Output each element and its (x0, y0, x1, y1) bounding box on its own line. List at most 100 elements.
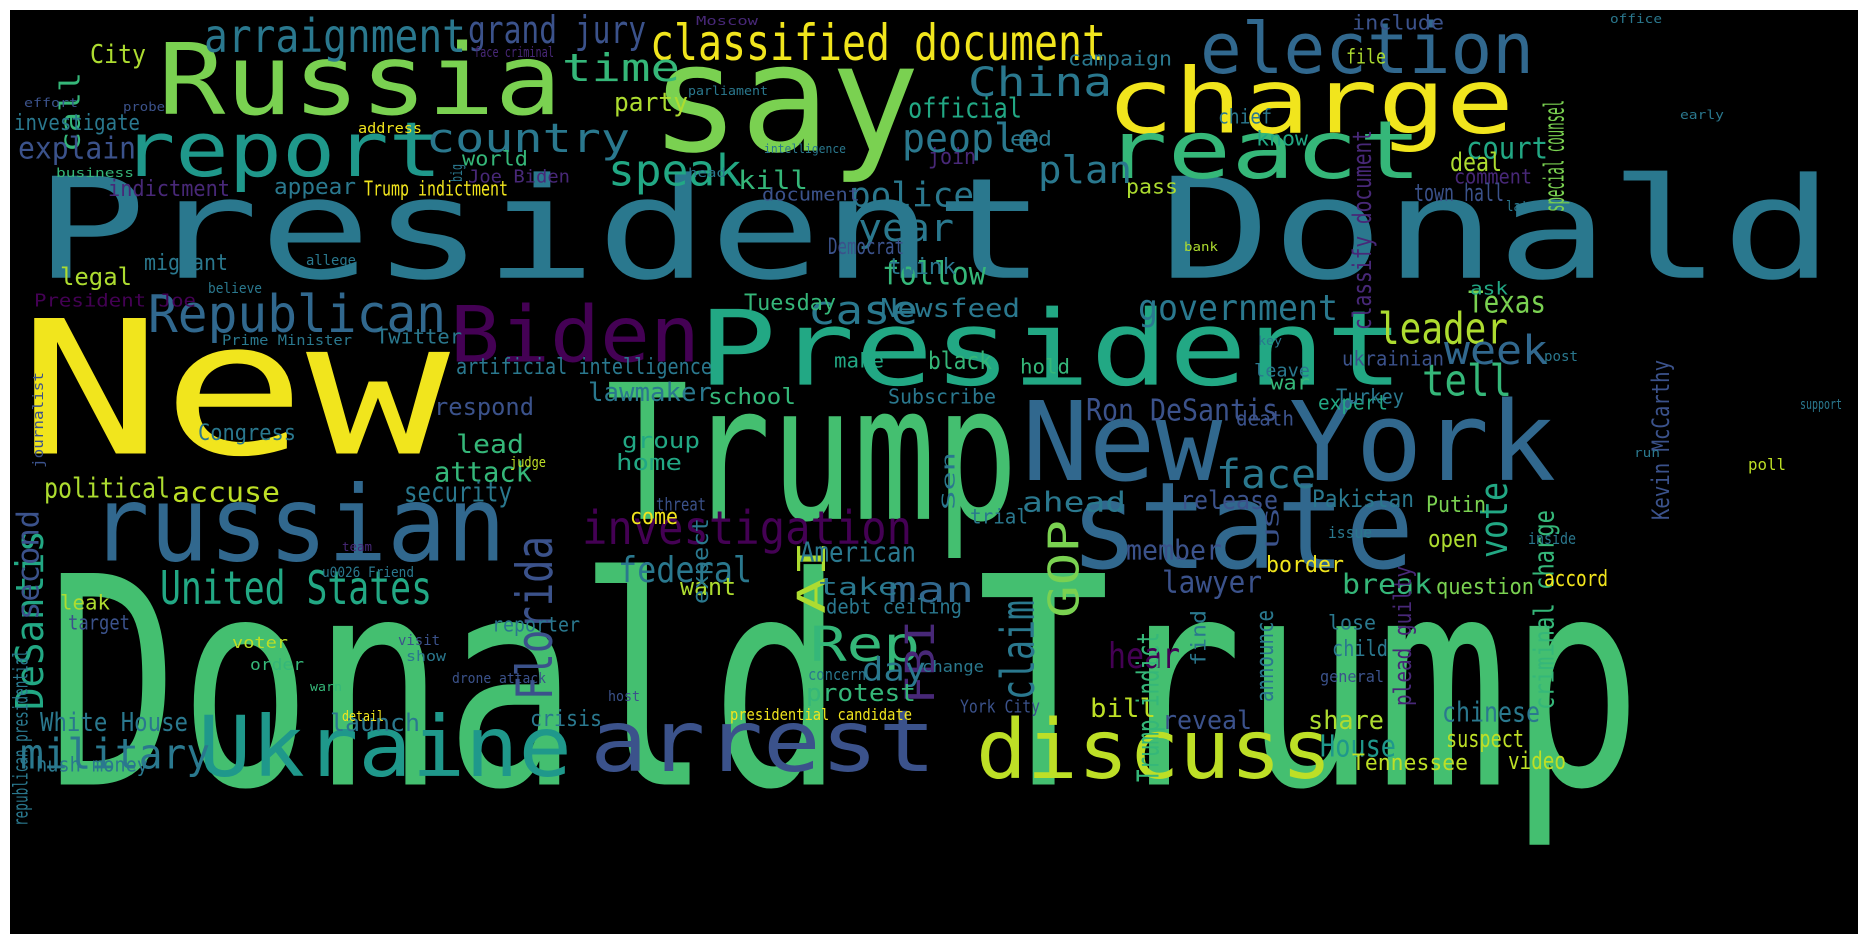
word-chief: chief (1218, 105, 1272, 130)
word-announce: announce (1251, 610, 1280, 702)
word-face-criminal: face criminal (474, 43, 554, 61)
word-react: react (1104, 103, 1422, 197)
word-cloud-canvas: New President Donald Donald Trump say Tr… (10, 10, 1858, 934)
word-russian: russian (90, 465, 506, 587)
word-join: join (928, 143, 976, 170)
word-child: child (1332, 635, 1388, 662)
word-file: file (1346, 45, 1386, 70)
word-presidential-candidate: presidential candidate (730, 706, 912, 725)
word-make: make (834, 349, 884, 374)
word-say: say (650, 11, 920, 187)
word-comment: comment (1454, 165, 1532, 190)
word-attack: attack (434, 455, 532, 488)
word-school: school (708, 383, 796, 410)
word-arrest: arrest (590, 692, 936, 793)
word-parliament: parliament (688, 83, 768, 99)
word-biden: Biden (450, 289, 700, 381)
word-post: post (1544, 347, 1578, 365)
word-group: group (622, 427, 700, 454)
word-visit: visit (398, 631, 440, 649)
word-official: official (908, 91, 1022, 124)
word-china: China (968, 60, 1112, 107)
word-intelligence: intelligence (764, 141, 846, 157)
word-think: think (888, 253, 956, 280)
word-effort: effort (24, 95, 78, 111)
word-include: include (1352, 11, 1444, 36)
word-donald-trump: Donald Trump (46, 515, 1642, 854)
word-bank: bank (1184, 239, 1218, 255)
word-allege: allege (306, 251, 356, 269)
word-ukrainian: ukrainian (1342, 347, 1444, 372)
word-pass: pass (1126, 175, 1178, 200)
word-moscow: Moscow (696, 13, 758, 29)
word-military: military (20, 729, 210, 779)
word-court: court (1466, 131, 1548, 167)
word-release: release (1180, 484, 1278, 516)
word-tuesday: Tuesday (744, 289, 836, 316)
word-man: man (888, 568, 974, 611)
word-claim: claim (991, 600, 1045, 700)
word-ask: ask (1470, 277, 1508, 299)
word-trump-indict: Trump indict (1131, 632, 1167, 782)
word-home: home (616, 449, 682, 476)
word-democrat: Democrat (828, 233, 904, 260)
word-judge: judge (510, 453, 546, 471)
word-ukraine: Ukraine (198, 698, 572, 797)
word-poll: poll (1748, 456, 1786, 475)
word-protest: protest (806, 679, 916, 708)
word-suspect: suspect (1446, 725, 1524, 754)
word-republican: Republican (148, 285, 446, 346)
word-week: week (1444, 328, 1548, 375)
word-trial: trial (970, 505, 1028, 530)
word-accuse: accuse (172, 475, 280, 508)
word-support: support (1800, 395, 1842, 413)
word-probe: probe (123, 99, 165, 115)
word-business: business (56, 165, 134, 181)
word-subscribe: Subscribe (888, 385, 996, 410)
word-president: President (698, 289, 1404, 411)
word-address: address (358, 119, 422, 137)
word-show: show (406, 647, 446, 665)
word-expert: expert (1318, 391, 1388, 416)
word-classified-document: classified document (650, 13, 1106, 73)
word-joe-biden: Joe Biden (468, 165, 570, 187)
word-lose: lose (1328, 611, 1376, 636)
word-detail: detail (342, 707, 384, 725)
word-russia: Russia (158, 23, 562, 138)
word-death: death (1236, 407, 1294, 432)
word-open: open (1428, 525, 1478, 554)
word-trump-indictment: Trump indictment (364, 177, 508, 202)
word-pakistan: Pakistan (1312, 485, 1414, 514)
word-break: break (1342, 567, 1432, 600)
word-drone-attack: drone attack (452, 669, 546, 687)
word-journalist: journalist (29, 372, 47, 468)
word-police: police (850, 176, 974, 216)
word-find: find (1187, 610, 1212, 666)
word-issue: issue (1328, 524, 1372, 543)
word-day: day (862, 650, 926, 689)
word-appear: appear (274, 173, 356, 200)
word-u0026-friend: u0026 Friend (322, 563, 414, 581)
word-end: end (1010, 127, 1052, 152)
word-sen: Sen (937, 452, 959, 510)
word-kevin-mccarthy: Kevin McCarthy (1647, 360, 1676, 520)
word-world: world (462, 147, 528, 172)
word-second: second (11, 510, 47, 620)
word-lawyer: lawyer (1162, 565, 1262, 601)
word-artificial-intelligence: artificial intelligence (456, 353, 712, 380)
word-white-house: White House (40, 706, 188, 738)
word-question: question (1436, 573, 1534, 600)
word-turkey: Turkey (1336, 385, 1404, 410)
word-believe: believe (208, 279, 262, 297)
word-city: City (90, 38, 146, 70)
word-security: security (404, 475, 512, 508)
word-know: know (1256, 127, 1308, 152)
word-house: House (1320, 729, 1396, 765)
word-warn: warn (310, 679, 342, 695)
word-american: American (800, 535, 916, 568)
word-explain: explain (18, 131, 136, 167)
word-rep: Rep (810, 617, 920, 674)
word-target: target (68, 611, 130, 636)
word-time: time (562, 46, 680, 92)
word-voter: voter (232, 634, 288, 653)
